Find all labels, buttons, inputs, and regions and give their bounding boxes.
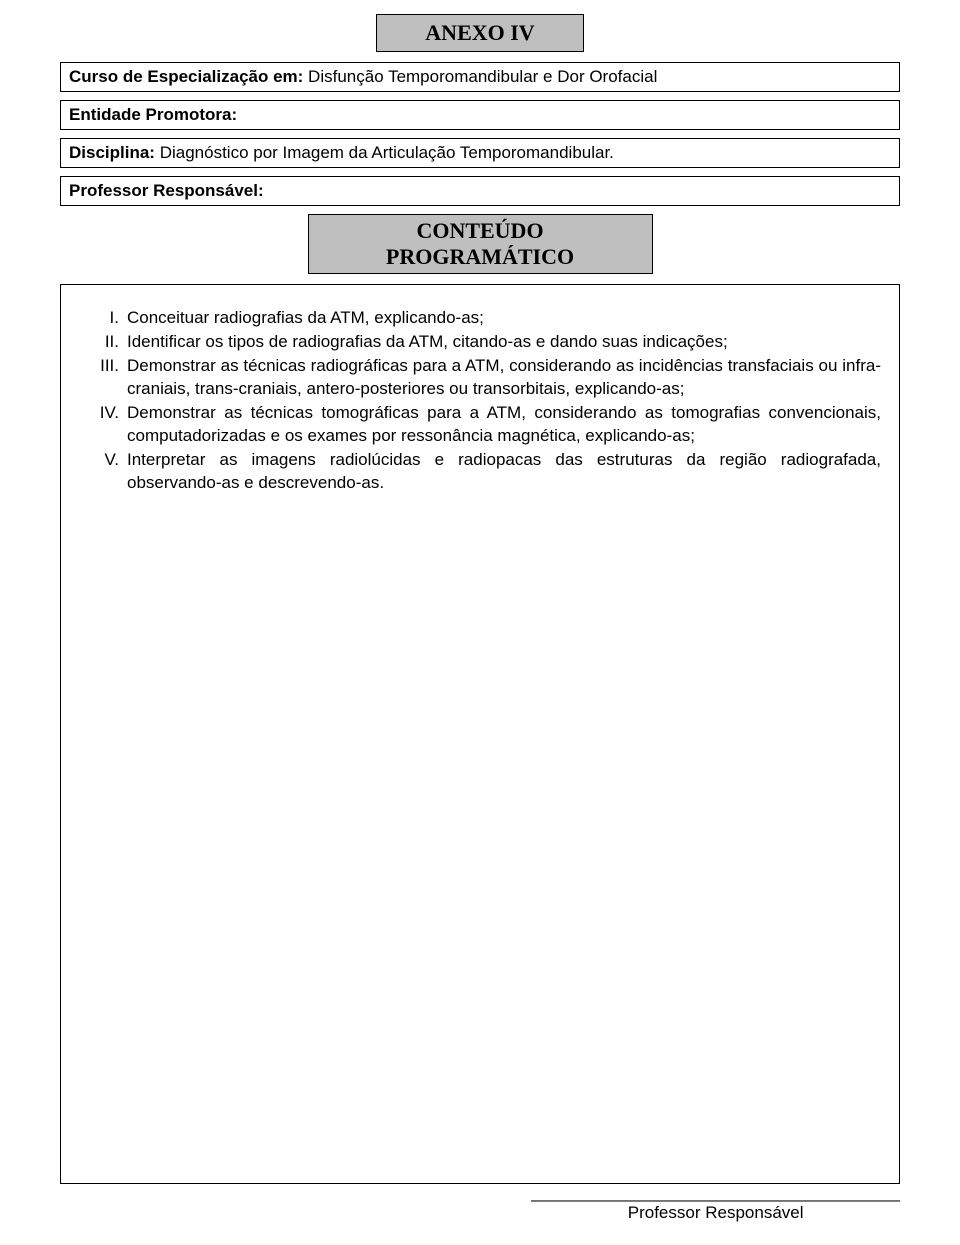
list-item-num: II. <box>79 331 119 354</box>
field-curso: Curso de Especialização em: Disfunção Te… <box>60 62 900 92</box>
field-professor-label: Professor Responsável: <box>69 181 264 200</box>
signature-block: _______________________________________ … <box>531 1183 900 1223</box>
list-item: II.Identificar os tipos de radiografias … <box>127 331 881 354</box>
field-professor: Professor Responsável: <box>60 176 900 206</box>
signature-label: Professor Responsável <box>531 1203 900 1223</box>
list-item: V.Interpretar as imagens radiolúcidas e … <box>127 449 881 495</box>
field-entidade-label: Entidade Promotora: <box>69 105 237 124</box>
list-item-text: Demonstrar as técnicas radiográficas par… <box>127 356 881 398</box>
list-item-text: Conceituar radiografias da ATM, explican… <box>127 308 484 327</box>
list-item-text: Interpretar as imagens radiolúcidas e ra… <box>127 450 881 492</box>
field-curso-value: Disfunção Temporomandibular e Dor Orofac… <box>303 67 657 86</box>
list-item-num: I. <box>79 307 119 330</box>
field-disciplina: Disciplina: Diagnóstico por Imagem da Ar… <box>60 138 900 168</box>
list-item-num: III. <box>79 355 119 378</box>
list-item: IV.Demonstrar as técnicas tomográficas p… <box>127 402 881 448</box>
list-item: I.Conceituar radiografias da ATM, explic… <box>127 307 881 330</box>
list-item: III.Demonstrar as técnicas radiográficas… <box>127 355 881 401</box>
field-disciplina-value: Diagnóstico por Imagem da Articulação Te… <box>155 143 614 162</box>
signature-line: _______________________________________ <box>531 1183 900 1203</box>
field-entidade: Entidade Promotora: <box>60 100 900 130</box>
list-item-text: Demonstrar as técnicas tomográficas para… <box>127 403 881 445</box>
anexo-header: ANEXO IV <box>376 14 584 52</box>
field-disciplina-label: Disciplina: <box>69 143 155 162</box>
content-list: I. Conceituar radiografias da ATM, explic… <box>79 307 881 495</box>
field-curso-label: Curso de Especialização em: <box>69 67 303 86</box>
list-item-num: V. <box>79 449 119 472</box>
content-box: I. Conceituar radiografias da ATM, explic… <box>60 284 900 1184</box>
conteudo-header: CONTEÚDO PROGRAMÁTICO <box>308 214 653 274</box>
list-item-num: IV. <box>79 402 119 425</box>
list-item-text: Identificar os tipos de radiografias da … <box>127 332 728 351</box>
